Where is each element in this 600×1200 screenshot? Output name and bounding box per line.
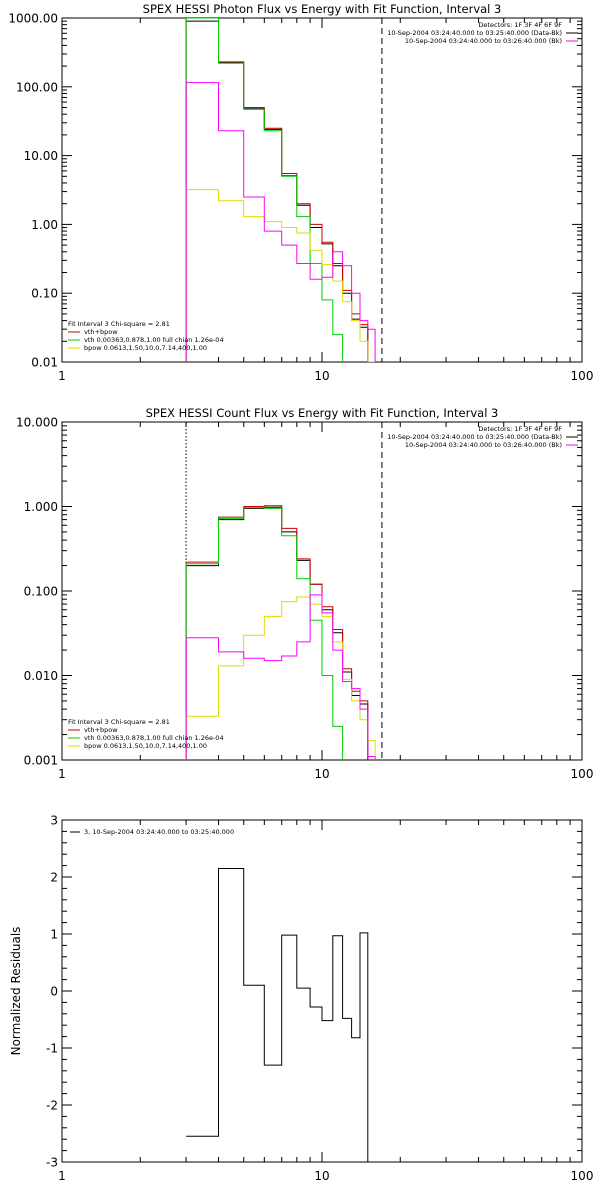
y-tick-label: 0.01 [31, 356, 58, 370]
x-tick-label: 100 [571, 1169, 594, 1183]
series-vth [185, 18, 344, 362]
x-tick-label: 10 [314, 767, 329, 781]
y-tick-label: 0 [50, 985, 58, 999]
series-bk [185, 594, 376, 760]
series-bpow [185, 189, 376, 362]
x-tick-label: 1 [58, 369, 66, 383]
legend-label-vth: vth 0.00363,0.878,1.00 full chian 1.26e-… [84, 734, 224, 742]
fit-legend-title: Fit Interval 3 Chi-square = 2.81 [68, 718, 170, 726]
series-bpow [185, 596, 376, 760]
y-tick-label: 1.000 [24, 500, 58, 514]
residual-legend: 3, 10-Sep-2004 03:24:40.000 to 03:25:40.… [84, 828, 234, 836]
chart-panel-1: SPEX HESSI Photon Flux vs Energy with Fi… [8, 2, 593, 383]
y-tick-label: 3 [50, 814, 58, 828]
chart-panel-3: Normalized Residuals 1 10 100 -3 -2 -1 0 1 2 3 3, 1… [9, 814, 593, 1184]
y-tick-label: -2 [46, 1099, 58, 1113]
series-bk [185, 82, 376, 362]
chart-panel-2: SPEX HESSI Count Flux vs Energy with Fit… [16, 406, 593, 781]
y-tick-label: 1 [50, 928, 58, 942]
x-tick-label: 100 [571, 767, 594, 781]
info-line-3: 10-Sep-2004 03:24:40.000 to 03:26:40.000… [405, 37, 562, 45]
y-axis-label: Normalized Residuals [9, 927, 23, 1056]
y-tick-label: 0.10 [31, 287, 58, 301]
y-tick-label: -3 [46, 1156, 58, 1170]
legend-label-bpow: bpow 0.0613,1.50,10.0,7.14,400,1.00 [84, 742, 207, 750]
series-residuals [186, 868, 369, 1162]
info-line-2: 10-Sep-2004 03:24:40.000 to 03:25:40.000… [387, 433, 562, 441]
x-tick-label: 100 [571, 369, 594, 383]
y-tick-label: 0.010 [24, 669, 58, 683]
info-line-1: Detectors: 1F 3F 4F 6F 9F [478, 21, 562, 29]
legend-label-model: vth+bpow [84, 726, 118, 734]
y-tick-label: -1 [46, 1042, 58, 1056]
y-tick-label: 2 [50, 871, 58, 885]
legend-label-vth: vth 0.00363,0.878,1.00 full chian 1.26e-… [84, 336, 224, 344]
y-tick-label: 0.001 [24, 754, 58, 768]
legend-label-bpow: bpow 0.0613,1.50,10.0,7.14,400,1.00 [84, 344, 207, 352]
fit-legend-title: Fit Interval 3 Chi-square = 2.81 [68, 320, 170, 328]
chart-title: SPEX HESSI Count Flux vs Energy with Fit… [146, 406, 499, 420]
x-tick-label: 1 [58, 767, 66, 781]
info-line-3: 10-Sep-2004 03:24:40.000 to 03:26:40.000… [405, 441, 562, 449]
legend-label-model: vth+bpow [84, 328, 118, 336]
x-tick-label: 1 [58, 1169, 66, 1183]
y-tick-label: 1000.00 [8, 12, 58, 26]
chart-title: SPEX HESSI Photon Flux vs Energy with Fi… [143, 2, 502, 16]
y-tick-label: 10.000 [16, 416, 58, 430]
y-tick-label: 1.00 [31, 218, 58, 232]
x-tick-label: 10 [314, 369, 329, 383]
x-tick-label: 10 [314, 1169, 329, 1183]
y-tick-label: 10.00 [24, 149, 58, 163]
series-vth [185, 507, 344, 760]
y-tick-label: 100.00 [16, 80, 58, 94]
info-line-1: Detectors: 1F 3F 4F 6F 9F [478, 425, 562, 433]
info-line-2: 10-Sep-2004 03:24:40.000 to 03:25:40.000… [387, 29, 562, 37]
y-tick-label: 0.100 [24, 585, 58, 599]
